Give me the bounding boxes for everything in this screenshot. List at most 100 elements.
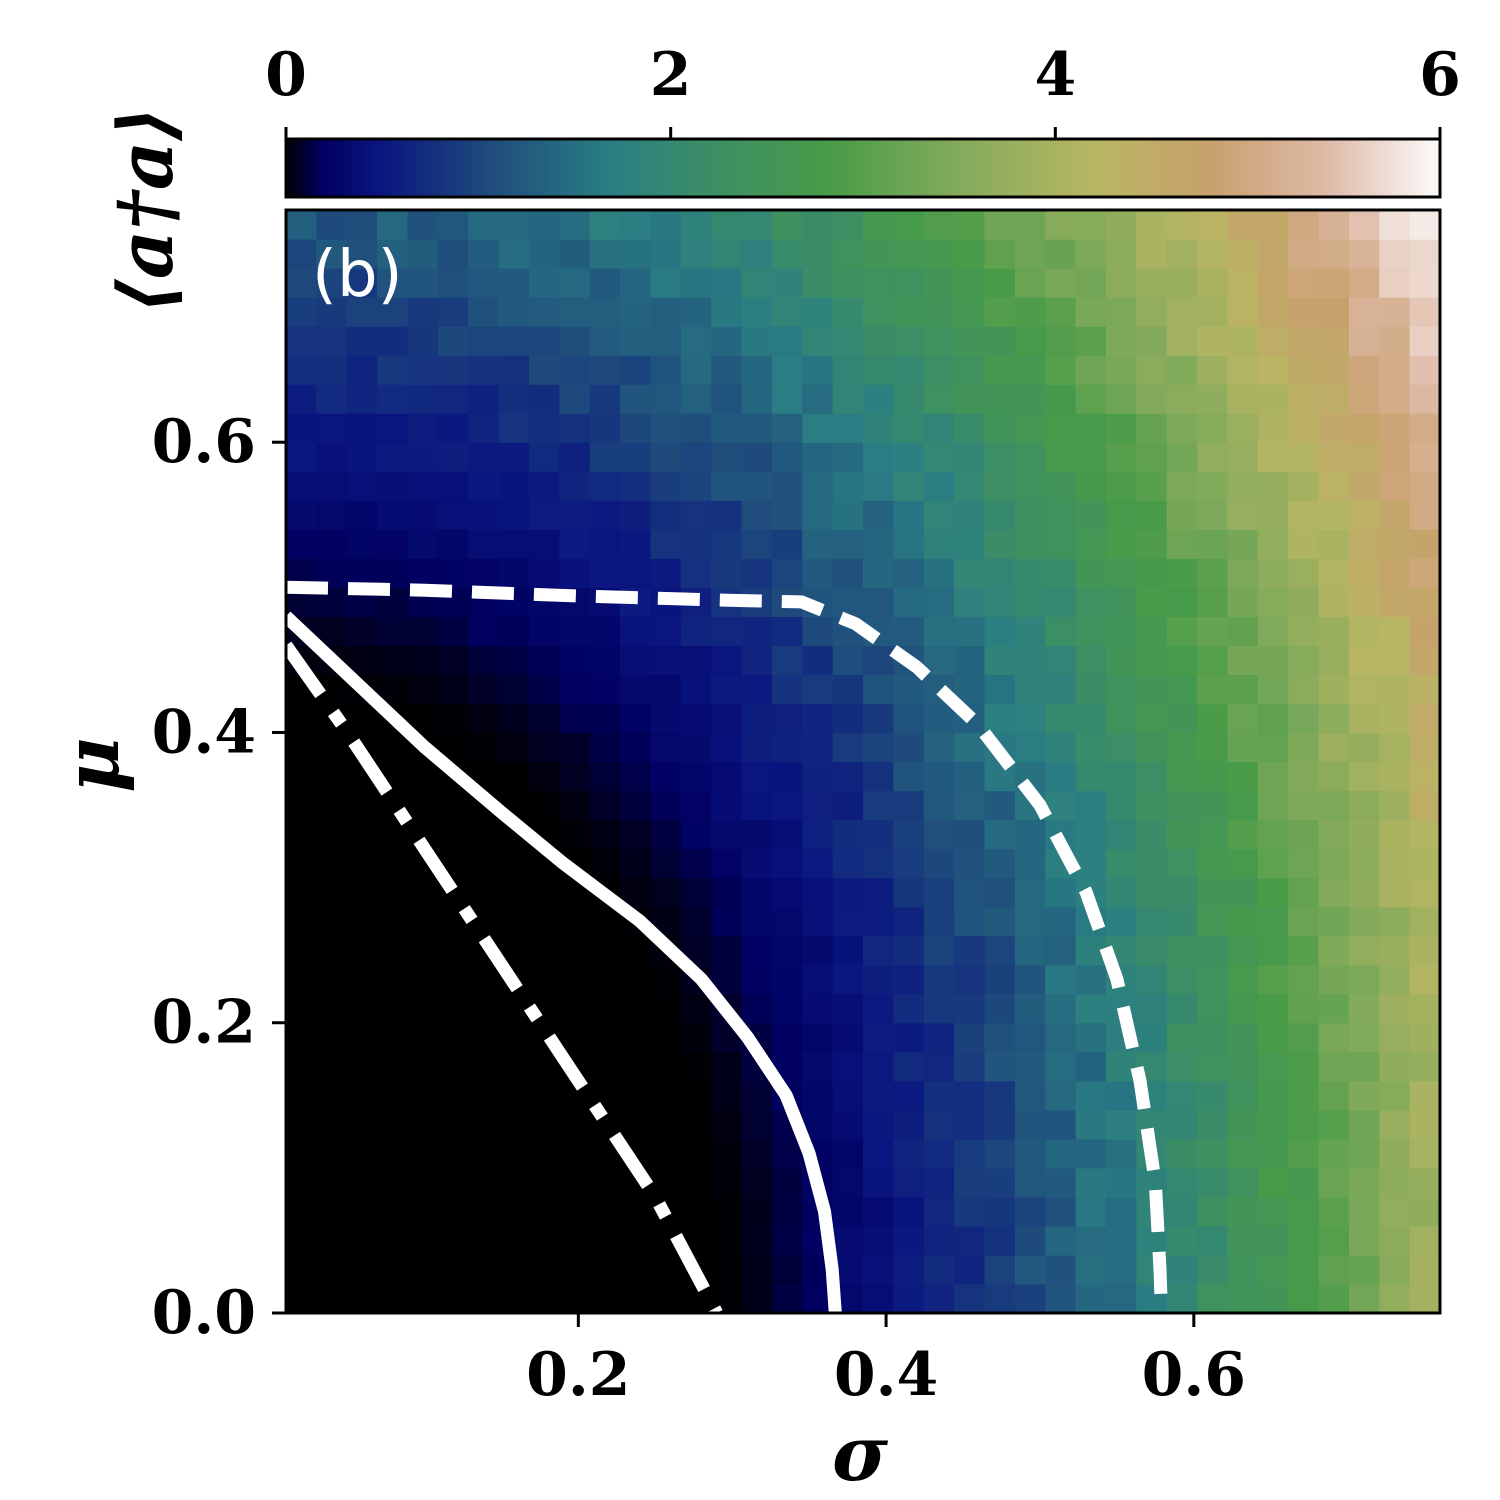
heatmap-cell: [711, 500, 743, 530]
heatmap-cell: [1409, 413, 1440, 443]
heatmap-cell: [346, 471, 378, 501]
heatmap-cell: [1105, 819, 1137, 850]
heatmap-cell: [1105, 645, 1137, 676]
heatmap-cell: [923, 471, 955, 501]
heatmap-cell: [802, 645, 834, 676]
heatmap-cell: [1197, 1080, 1229, 1111]
heatmap-cell: [1227, 848, 1259, 879]
heatmap-cell: [1075, 790, 1107, 821]
heatmap-cell: [1105, 1254, 1137, 1285]
heatmap-cell: [1379, 1254, 1411, 1285]
heatmap-cell: [468, 413, 500, 443]
heatmap-cell: [498, 1109, 530, 1140]
x-axis-ticks: 0.2 0.4 0.6: [526, 1313, 1246, 1410]
heatmap-cell: [286, 1138, 317, 1169]
heatmap-cell: [1197, 1167, 1229, 1198]
heatmap-cell: [1348, 732, 1380, 763]
heatmap-cell: [1105, 732, 1137, 763]
heatmap-cell: [286, 761, 317, 792]
heatmap-cell: [559, 993, 591, 1024]
heatmap-cell: [1166, 355, 1198, 385]
heatmap-cell: [589, 906, 621, 937]
heatmap-cell: [620, 1225, 652, 1256]
heatmap-cell: [741, 268, 773, 298]
heatmap-cell: [1197, 993, 1229, 1024]
heatmap-cell: [650, 703, 682, 734]
heatmap-cell: [377, 877, 409, 908]
heatmap-cell: [498, 442, 530, 472]
heatmap-cell: [1197, 239, 1229, 269]
heatmap-cell: [1136, 877, 1168, 908]
heatmap-cell: [680, 558, 712, 588]
heatmap-cell: [620, 732, 652, 763]
heatmap-cell: [620, 413, 652, 443]
heatmap-cell: [377, 616, 409, 646]
heatmap-cell: [316, 964, 348, 995]
heatmap-cell: [893, 500, 925, 530]
heatmap-cell: [1045, 964, 1077, 995]
heatmap-cell: [1379, 790, 1411, 821]
heatmap-cell: [1288, 355, 1320, 385]
heatmap-cell: [286, 442, 317, 472]
heatmap-cell: [1166, 906, 1198, 937]
heatmap-cell: [468, 964, 500, 995]
heatmap-cell: [1318, 1254, 1350, 1285]
heatmap-cell: [954, 326, 986, 356]
heatmap-cell: [1197, 297, 1229, 327]
heatmap-cell: [893, 210, 925, 240]
heatmap-cell: [1166, 790, 1198, 821]
heatmap-cell: [1136, 1022, 1168, 1053]
heatmap-cell: [589, 674, 621, 705]
heatmap-cell: [832, 906, 864, 937]
heatmap-cell: [741, 964, 773, 995]
heatmap-cell: [1136, 703, 1168, 734]
heatmap-cell: [1166, 703, 1198, 734]
heatmap-cell: [741, 326, 773, 356]
heatmap-cell: [1227, 1022, 1259, 1053]
heatmap-cell: [377, 1225, 409, 1256]
colorbar-ticks: 0 2 4 6: [265, 40, 1461, 139]
heatmap-cell: [771, 239, 803, 269]
heatmap-cell: [1166, 761, 1198, 792]
heatmap-cell: [711, 384, 743, 414]
heatmap-cell: [1409, 906, 1440, 937]
heatmap-cell: [771, 326, 803, 356]
heatmap-cell: [620, 558, 652, 588]
heatmap-cell: [984, 587, 1016, 617]
heatmap-cell: [954, 1051, 986, 1082]
heatmap-cell: [468, 355, 500, 385]
heatmap-cell: [528, 1138, 560, 1169]
heatmap-cell: [346, 1196, 378, 1227]
heatmap-cell: [1166, 848, 1198, 879]
heatmap-cell: [893, 471, 925, 501]
heatmap-cell: [863, 761, 894, 792]
heatmap-cell: [589, 1283, 621, 1313]
heatmap-cell: [559, 1138, 591, 1169]
heatmap-cell: [1257, 993, 1289, 1024]
heatmap-cell: [407, 877, 439, 908]
heatmap-cell: [832, 703, 864, 734]
heatmap-cell: [1379, 674, 1411, 705]
heatmap-cell: [1227, 1167, 1259, 1198]
heatmap-cell: [771, 993, 803, 1024]
heatmap-cell: [589, 1254, 621, 1285]
heatmap-cell: [1227, 384, 1259, 414]
heatmap-cell: [286, 993, 317, 1024]
heatmap-cell: [620, 993, 652, 1024]
heatmap-cell: [589, 268, 621, 298]
heatmap-cell: [1348, 935, 1380, 966]
heatmap-cell: [1257, 703, 1289, 734]
heatmap-cell: [832, 268, 864, 298]
heatmap-cell: [832, 1225, 864, 1256]
heatmap-cell: [1075, 1254, 1107, 1285]
heatmap-cell: [468, 1109, 500, 1140]
heatmap-cell: [1166, 1080, 1198, 1111]
heatmap-cell: [802, 239, 834, 269]
heatmap-cell: [923, 442, 955, 472]
heatmap-cell: [1136, 297, 1168, 327]
heatmap-cell: [1318, 210, 1350, 240]
heatmap-cell: [316, 500, 348, 530]
heatmap-cell: [620, 645, 652, 676]
heatmap-cell: [923, 587, 955, 617]
heatmap-cell: [1045, 1283, 1077, 1313]
